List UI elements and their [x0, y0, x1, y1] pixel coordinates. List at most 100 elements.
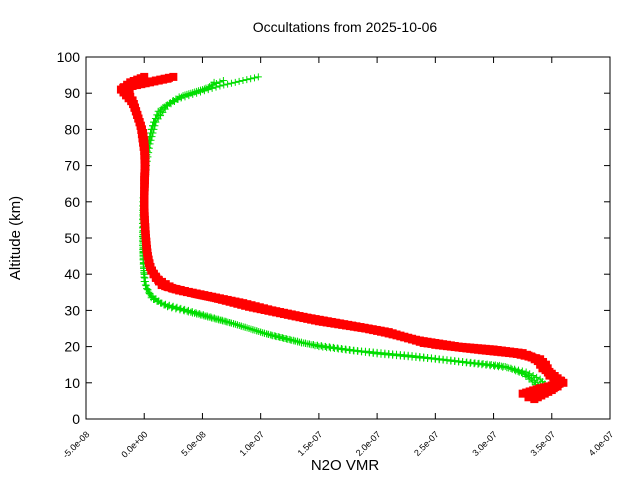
series-1-point: [320, 316, 329, 325]
series-0-point: [224, 80, 232, 88]
series-1-point: [252, 303, 261, 312]
series-0-point: [318, 342, 326, 350]
y-tick-label: 10: [64, 375, 80, 391]
series-0-point: [184, 306, 192, 314]
series-0-point: [207, 313, 215, 321]
series-0-point: [197, 86, 205, 94]
series-0-point: [271, 332, 279, 340]
series-1-point: [340, 320, 349, 329]
series-0-point: [526, 370, 534, 378]
series-1-point: [316, 316, 325, 325]
series-0-point: [253, 327, 261, 335]
series-0-point: [268, 331, 276, 339]
series-0-point: [275, 333, 283, 341]
chart-title: Occultations from 2025-10-06: [253, 19, 438, 35]
series-1-point: [324, 317, 333, 326]
series-0-point: [522, 368, 530, 376]
x-tick-label: 3.0e-07: [470, 429, 499, 458]
series-0-point: [169, 302, 177, 310]
series-0-point: [239, 77, 247, 85]
series-0-point: [199, 311, 207, 319]
series-0-point: [283, 335, 291, 343]
series-0-point: [322, 342, 330, 350]
series-1-point: [522, 350, 531, 359]
series-0-point: [188, 307, 196, 315]
series-1-point: [344, 321, 353, 330]
series-1-point: [299, 313, 308, 322]
series-1-point: [244, 301, 253, 310]
series-1-point: [140, 189, 149, 198]
series-0-point: [193, 87, 201, 95]
series-0-point: [165, 301, 173, 309]
x-tick-label: 5.0e-08: [179, 429, 208, 458]
series-1-point: [364, 324, 373, 333]
series-1-point: [510, 348, 519, 357]
series-1-point: [373, 326, 382, 335]
series-0-point: [245, 325, 253, 332]
series-1-point: [531, 354, 540, 363]
series-1-point: [497, 346, 506, 355]
series-0-point: [229, 320, 237, 328]
series-0-point: [279, 334, 287, 342]
series-1-point: [134, 80, 143, 89]
series-0-point: [231, 78, 239, 86]
series-0-point: [518, 367, 526, 375]
series-0-point: [233, 321, 241, 329]
y-tick-label: 90: [64, 85, 80, 101]
series-0-point: [334, 344, 342, 352]
series-0-point: [250, 74, 258, 82]
series-1-point: [171, 284, 180, 293]
series-1-point: [295, 312, 304, 321]
series-0-point: [290, 337, 298, 345]
series-1-point: [303, 314, 312, 323]
series-0-point: [314, 341, 322, 349]
series-0-point: [237, 322, 245, 330]
series-0-point: [149, 129, 157, 137]
series-0-point: [219, 77, 227, 85]
series-1-point: [140, 181, 149, 190]
series-1-point: [231, 298, 240, 307]
y-tick-label: 20: [64, 339, 80, 355]
series-0-point: [305, 340, 313, 348]
series-1-point: [502, 347, 511, 356]
series-0-point: [227, 79, 235, 87]
x-tick-label: 1.5e-07: [296, 429, 325, 458]
y-tick-label: 40: [64, 266, 80, 282]
series-1-point: [192, 290, 201, 299]
series-0-point: [150, 125, 158, 133]
series-0-point: [144, 286, 152, 294]
x-tick-label: -5.0e-08: [61, 429, 92, 460]
series-0-point: [326, 343, 334, 351]
series-0-point: [490, 362, 498, 370]
series-1-point: [506, 347, 515, 356]
series-0-point: [146, 290, 154, 298]
series-0-point: [148, 133, 156, 141]
series-0-point: [181, 91, 189, 99]
series-1-point: [143, 78, 152, 87]
y-tick-label: 0: [72, 411, 80, 427]
series-1: [116, 72, 568, 404]
series-1-point: [140, 177, 149, 186]
x-tick-label: 2.0e-07: [354, 429, 383, 458]
y-tick-label: 80: [64, 121, 80, 137]
series-1-point: [167, 283, 176, 292]
series-1-point: [147, 77, 156, 86]
series-0-point: [203, 312, 211, 320]
series-1-point: [140, 185, 149, 194]
series-1-point: [138, 79, 147, 88]
series-0-point: [185, 90, 193, 98]
series-0-point: [338, 345, 346, 353]
series-1-point: [240, 300, 249, 309]
series-1-point: [140, 151, 149, 160]
series-1-point: [256, 304, 265, 313]
series-0-point: [297, 339, 305, 347]
series-1-point: [235, 299, 244, 308]
series-1-point: [352, 322, 361, 331]
series-1-point: [156, 75, 165, 84]
series-1-point: [139, 138, 148, 147]
series-1-point: [369, 325, 378, 334]
series-1-point: [140, 173, 149, 182]
plot-frame: [85, 56, 611, 420]
series-0-point: [310, 341, 318, 349]
